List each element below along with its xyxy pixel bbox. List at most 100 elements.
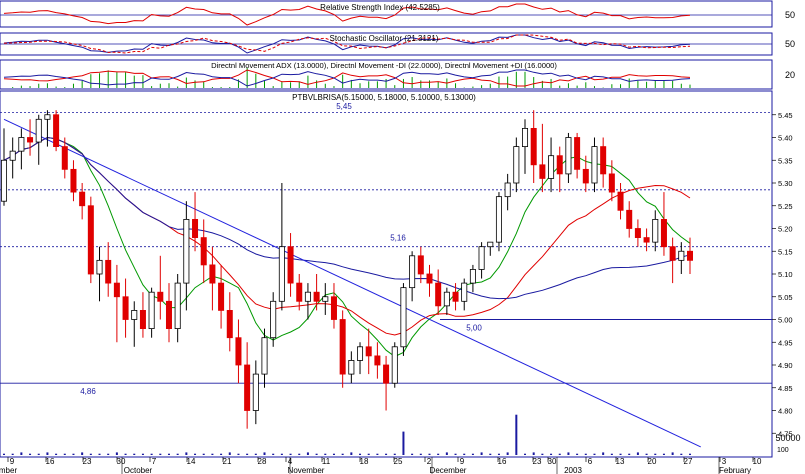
- candle: [165, 283, 172, 343]
- ma-long-line: [3, 136, 691, 300]
- volume-bar: [497, 453, 500, 455]
- candle: [443, 287, 450, 315]
- candle: [522, 119, 529, 174]
- volume-bar: [393, 453, 396, 455]
- candle: [226, 292, 233, 352]
- price-tick-label: 5.25: [778, 202, 793, 211]
- volume-bar: [402, 431, 405, 455]
- price-tick-label: 4.95: [778, 338, 793, 347]
- candle: [339, 310, 346, 388]
- volume-bar: [680, 453, 683, 455]
- candle: [669, 237, 676, 284]
- volume-bar: [489, 453, 492, 455]
- candle: [678, 242, 685, 274]
- volume-axis-label: 50000: [775, 433, 800, 443]
- candle: [435, 269, 442, 315]
- volume-bar: [20, 452, 23, 455]
- candle: [617, 183, 624, 220]
- candle: [582, 155, 589, 193]
- day-tick-label: 23: [533, 457, 542, 466]
- volume-bar: [11, 453, 14, 455]
- volume-bar: [254, 453, 257, 455]
- day-tick-label: 18: [360, 457, 369, 466]
- price-tick-label: 5.45: [778, 111, 793, 120]
- volume-bar: [619, 453, 622, 455]
- volume-bar: [263, 452, 266, 455]
- volume-bar: [532, 452, 535, 455]
- day-tick-label: 25: [394, 457, 403, 466]
- candle: [44, 110, 51, 147]
- candle: [174, 274, 181, 343]
- volume-bar: [141, 453, 144, 455]
- day-tick-label: 9: [460, 457, 465, 466]
- candle: [409, 251, 416, 302]
- volume-bar: [289, 453, 292, 455]
- volume-bar: [645, 453, 648, 455]
- volume-bar: [419, 453, 422, 455]
- candle: [565, 132, 572, 183]
- volume-bar: [654, 453, 657, 455]
- volume-bar: [610, 453, 613, 455]
- candlesticks: [0, 110, 694, 429]
- candle: [244, 342, 251, 429]
- price-tick-label: 5.40: [778, 134, 793, 143]
- stochastic-axis-label: 50: [785, 39, 795, 49]
- price-tick-label: 4.80: [778, 407, 793, 416]
- candle: [469, 264, 476, 293]
- plus-di-line: [3, 69, 691, 87]
- day-tick-label: 11: [322, 457, 331, 466]
- price-tick-label: 5.05: [778, 293, 793, 302]
- candle: [131, 301, 138, 347]
- volume-bar: [445, 452, 448, 455]
- candle: [70, 160, 77, 202]
- volume-bar: [3, 453, 5, 455]
- price-title: PTBVLBRISA(5.15000, 5.18000, 5.10000, 5.…: [292, 93, 476, 102]
- volume-bar: [194, 453, 197, 455]
- volume-bar: [228, 452, 231, 455]
- candle: [686, 237, 694, 274]
- stochastic-panel: Stochastic Oscillator (21.3121) 50: [0, 32, 795, 56]
- candle: [105, 242, 112, 297]
- candle: [296, 274, 303, 311]
- candle: [591, 137, 598, 193]
- volume-bar: [81, 452, 84, 455]
- candle: [391, 342, 398, 388]
- candle: [96, 246, 103, 302]
- candle: [574, 132, 581, 179]
- volume-bar: [298, 453, 301, 455]
- volume-bar: [202, 453, 205, 455]
- volume-bar: [593, 453, 596, 455]
- month-label: mber: [0, 466, 17, 474]
- candle: [452, 283, 459, 311]
- adx-histogram: [12, 68, 691, 88]
- volume-bar: [150, 453, 153, 455]
- day-tick-label: 23: [83, 457, 92, 466]
- dmi-panel: Directnl Movement ADX (13.0000), Directn…: [0, 59, 795, 90]
- stochastic-title: Stochastic Oscillator (21.3121): [330, 34, 439, 43]
- volume-bar: [515, 414, 518, 455]
- candle: [495, 192, 502, 252]
- rsi-line: [3, 3, 691, 26]
- volume-bar: [211, 453, 214, 455]
- candle: [643, 228, 650, 252]
- volume-bar: [332, 453, 335, 455]
- price-tick-label: 5.35: [778, 156, 793, 165]
- volume-bar: [185, 452, 188, 455]
- day-tick-label: 13: [616, 457, 625, 466]
- candle: [400, 283, 407, 356]
- volume-bar: [662, 453, 665, 455]
- candle: [0, 128, 8, 206]
- volume-bar: [306, 452, 309, 455]
- candle: [478, 242, 485, 279]
- volume-bar: [385, 453, 388, 455]
- stochastic-d-line: [3, 34, 691, 54]
- candle: [87, 196, 94, 284]
- level-label: 5,00: [466, 324, 482, 333]
- volume-bar: [29, 453, 32, 455]
- volume-bar: [428, 453, 431, 455]
- candle: [209, 246, 216, 311]
- volume-bar: [437, 453, 440, 455]
- candle: [556, 146, 563, 193]
- day-tick-label: 16: [46, 457, 55, 466]
